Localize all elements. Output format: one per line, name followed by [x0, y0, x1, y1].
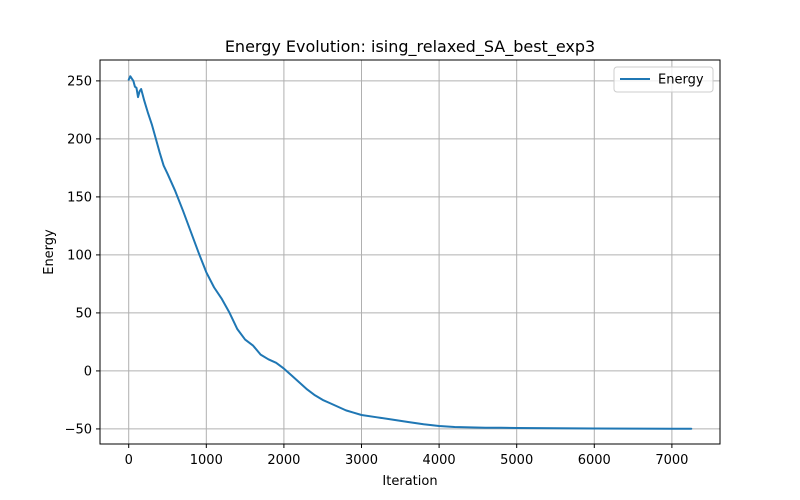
- y-tick-label: 50: [75, 306, 92, 321]
- y-tick-label: 100: [67, 248, 92, 263]
- y-tick-label: 250: [67, 74, 92, 89]
- x-tick-label: 3000: [345, 453, 378, 468]
- x-tick-label: 1000: [190, 453, 223, 468]
- legend-label-energy: Energy: [658, 73, 704, 88]
- y-tick-label: 150: [67, 190, 92, 205]
- axes-frame: [99, 59, 721, 445]
- series-layer: [127, 75, 693, 430]
- chart-title: Energy Evolution: ising_relaxed_SA_best_…: [225, 37, 595, 57]
- x-tick-label: 5000: [500, 453, 533, 468]
- y-tick-label: 200: [67, 132, 92, 147]
- x-tick-label: 2000: [267, 453, 300, 468]
- y-tick-label: −50: [65, 422, 92, 437]
- series-line-energy: [127, 75, 693, 430]
- x-tick-label: 4000: [423, 453, 456, 468]
- x-tick-label: 7000: [655, 453, 688, 468]
- legend-box: [613, 66, 714, 93]
- grid-layer: [100, 60, 720, 444]
- y-axis-label: Energy: [42, 229, 57, 275]
- y-tick-label: 0: [84, 364, 92, 379]
- x-tick-label: 6000: [578, 453, 611, 468]
- x-axis-label: Iteration: [382, 474, 437, 489]
- x-tick-label: 0: [125, 453, 133, 468]
- tick-layer: 0 1000 2000 3000 4000 5000 6000 7000 −50 0 50 100 15…: [65, 74, 689, 468]
- legend: Energy: [613, 66, 714, 93]
